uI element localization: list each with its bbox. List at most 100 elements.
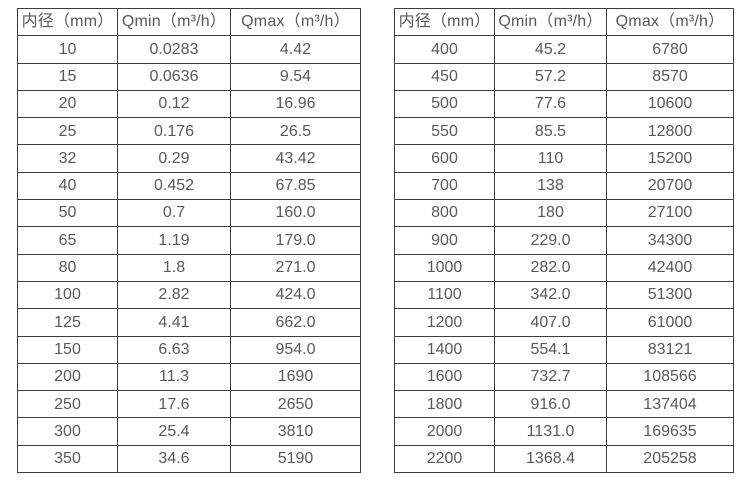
table-row: 250 17.6 2650 xyxy=(17,390,361,419)
table-row: 100 2.82 424.0 xyxy=(17,280,361,310)
table-cell: 9.54 xyxy=(230,62,361,91)
table-cell: 6.63 xyxy=(117,335,231,364)
table-cell: 85.5 xyxy=(494,117,607,146)
table-cell: 550 xyxy=(394,117,495,146)
table-cell: 67.85 xyxy=(230,171,361,201)
table-row: 400 45.2 6780 xyxy=(394,35,734,64)
table-cell: 1.19 xyxy=(117,226,231,255)
table-cell: 77.6 xyxy=(494,89,607,119)
table-row: 1000 282.0 42400 xyxy=(394,253,734,282)
table-cell: 20 xyxy=(17,89,118,119)
table-cell: 1600 xyxy=(394,362,495,392)
header-row: 内径（mm） Qmin（m³/h） Qmax（m³/h） xyxy=(17,7,361,37)
table-row: 15 0.0636 9.54 xyxy=(17,62,361,91)
table-cell: 5190 xyxy=(230,444,361,474)
table-cell: 916.0 xyxy=(494,390,607,419)
table-row: 1600 732.7 108566 xyxy=(394,362,734,392)
column-header: Qmax（m³/h） xyxy=(606,7,734,37)
table-cell: 450 xyxy=(394,62,495,91)
table-cell: 662.0 xyxy=(230,308,361,337)
table-cell: 25.4 xyxy=(117,417,231,446)
table-cell: 83121 xyxy=(606,335,734,364)
column-header: 内径（mm） xyxy=(394,7,495,37)
table-cell: 0.176 xyxy=(117,117,231,146)
table-cell: 1000 xyxy=(394,253,495,282)
table-row: 10 0.0283 4.42 xyxy=(17,35,361,64)
table-cell: 342.0 xyxy=(494,280,607,310)
table-row: 40 0.452 67.85 xyxy=(17,171,361,201)
table-cell: 12800 xyxy=(606,117,734,146)
table-cell: 800 xyxy=(394,199,495,228)
table-cell: 229.0 xyxy=(494,226,607,255)
table-cell: 40 xyxy=(17,171,118,201)
table-row: 80 1.8 271.0 xyxy=(17,253,361,282)
table-cell: 300 xyxy=(17,417,118,446)
table-cell: 137404 xyxy=(606,390,734,419)
table-row: 900 229.0 34300 xyxy=(394,226,734,255)
table-cell: 25 xyxy=(17,117,118,146)
table-cell: 6780 xyxy=(606,35,734,64)
table-cell: 50 xyxy=(17,199,118,228)
table-cell: 205258 xyxy=(606,444,734,474)
header-row: 内径（mm） Qmin（m³/h） Qmax（m³/h） xyxy=(394,7,734,37)
column-header: 内径（mm） xyxy=(17,7,118,37)
table-cell: 43.42 xyxy=(230,144,361,173)
table-cell: 34.6 xyxy=(117,444,231,474)
flow-table-large-diameters: 内径（mm） Qmin（m³/h） Qmax（m³/h） 400 45.2 6780 450… xyxy=(394,7,734,474)
table-row: 800 180 27100 xyxy=(394,199,734,228)
table-cell: 15200 xyxy=(606,144,734,173)
table-cell: 400 xyxy=(394,35,495,64)
table-cell: 51300 xyxy=(606,280,734,310)
table-cell: 108566 xyxy=(606,362,734,392)
table-cell: 1200 xyxy=(394,308,495,337)
table-cell: 250 xyxy=(17,390,118,419)
table-cell: 2200 xyxy=(394,444,495,474)
table-cell: 10600 xyxy=(606,89,734,119)
table-cell: 2.82 xyxy=(117,280,231,310)
table-cell: 282.0 xyxy=(494,253,607,282)
table-cell: 954.0 xyxy=(230,335,361,364)
table-cell: 500 xyxy=(394,89,495,119)
table-cell: 32 xyxy=(17,144,118,173)
table-cell: 0.0283 xyxy=(117,35,231,64)
table-cell: 11.3 xyxy=(117,362,231,392)
table-cell: 10 xyxy=(17,35,118,64)
table-cell: 200 xyxy=(17,362,118,392)
table-cell: 4.42 xyxy=(230,35,361,64)
table-cell: 0.7 xyxy=(117,199,231,228)
table-cell: 2650 xyxy=(230,390,361,419)
table-row: 2000 1131.0 169635 xyxy=(394,417,734,446)
table-cell: 169635 xyxy=(606,417,734,446)
table-cell: 2000 xyxy=(394,417,495,446)
table-row: 200 11.3 1690 xyxy=(17,362,361,392)
table-row: 550 85.5 12800 xyxy=(394,117,734,146)
table-cell: 42400 xyxy=(606,253,734,282)
table-cell: 125 xyxy=(17,308,118,337)
table-cell: 1368.4 xyxy=(494,444,607,474)
table-cell: 1100 xyxy=(394,280,495,310)
table-cell: 27100 xyxy=(606,199,734,228)
table-row: 450 57.2 8570 xyxy=(394,62,734,91)
table-cell: 1.8 xyxy=(117,253,231,282)
table-cell: 65 xyxy=(17,226,118,255)
table-row: 2200 1368.4 205258 xyxy=(394,444,734,474)
table-cell: 0.452 xyxy=(117,171,231,201)
table-cell: 34300 xyxy=(606,226,734,255)
flow-table-small-diameters: 内径（mm） Qmin（m³/h） Qmax（m³/h） 10 0.0283 4.42 15… xyxy=(17,7,361,474)
table-cell: 600 xyxy=(394,144,495,173)
table-row: 350 34.6 5190 xyxy=(17,444,361,474)
table-row: 1800 916.0 137404 xyxy=(394,390,734,419)
table-cell: 160.0 xyxy=(230,199,361,228)
table-cell: 732.7 xyxy=(494,362,607,392)
table-row: 65 1.19 179.0 xyxy=(17,226,361,255)
table-cell: 1400 xyxy=(394,335,495,364)
table-cell: 554.1 xyxy=(494,335,607,364)
table-cell: 16.96 xyxy=(230,89,361,119)
table-cell: 180 xyxy=(494,199,607,228)
table-cell: 179.0 xyxy=(230,226,361,255)
table-cell: 350 xyxy=(17,444,118,474)
table-cell: 57.2 xyxy=(494,62,607,91)
table-cell: 1690 xyxy=(230,362,361,392)
table-cell: 1800 xyxy=(394,390,495,419)
